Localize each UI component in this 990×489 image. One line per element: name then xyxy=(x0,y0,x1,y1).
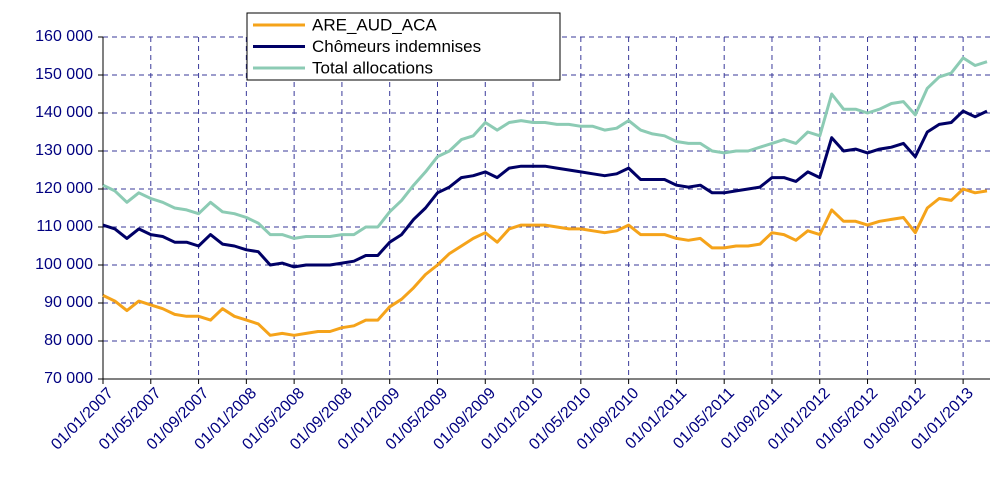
legend-label: ARE_AUD_ACA xyxy=(312,15,437,34)
y-tick-label: 80 000 xyxy=(44,332,93,349)
y-tick-label: 130 000 xyxy=(35,142,93,159)
y-tick-label: 140 000 xyxy=(35,104,93,121)
y-tick-label: 110 000 xyxy=(36,218,93,235)
y-tick-label: 150 000 xyxy=(35,66,93,83)
series-line xyxy=(102,187,988,337)
y-tick-label: 160 000 xyxy=(35,28,93,45)
y-tick-label: 120 000 xyxy=(35,180,93,197)
legend-label: Total allocations xyxy=(312,58,433,77)
y-tick-label: 100 000 xyxy=(35,256,93,273)
y-tick-label: 70 000 xyxy=(44,370,93,387)
legend-label: Chômeurs indemnises xyxy=(312,37,481,56)
series-line xyxy=(102,109,988,269)
y-tick-label: 90 000 xyxy=(44,294,93,311)
series-line xyxy=(102,56,988,240)
